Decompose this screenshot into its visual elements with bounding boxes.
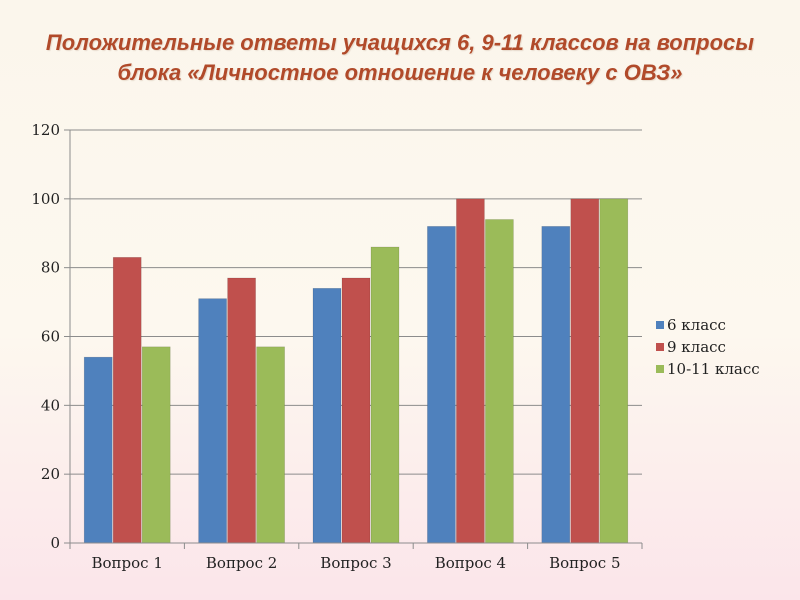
- x-tick-label: Вопрос 5: [549, 554, 620, 572]
- bar-2-2: [227, 277, 256, 544]
- slide-title-line-2: блока «Личностное отношение к человеку с…: [117, 60, 683, 85]
- y-tick-label: 60: [41, 328, 60, 346]
- bar-2-3: [341, 277, 371, 544]
- bar-2-4: [456, 198, 485, 544]
- y-tick-label: 40: [41, 396, 60, 414]
- bar-3-1: [141, 346, 171, 544]
- legend-swatch: [656, 321, 664, 329]
- bar-1-3: [312, 288, 342, 544]
- x-tick-label: Вопрос 1: [91, 554, 162, 572]
- bar-3-5: [599, 198, 629, 544]
- bar-2-5: [570, 198, 600, 544]
- bar-1-1: [83, 356, 113, 544]
- y-tick-label: 120: [31, 121, 60, 139]
- y-tick-label: 20: [41, 465, 60, 483]
- y-axis-ticks: 0 20 40 60 80 100 120: [31, 121, 70, 552]
- bar-1-5: [541, 226, 571, 544]
- legend-label: 9 класс: [667, 338, 726, 356]
- bar-2-1: [112, 257, 142, 544]
- y-tick-label: 0: [50, 534, 60, 552]
- bar-1-4: [427, 226, 456, 544]
- x-axis-ticks: Вопрос 1 Вопрос 2 Вопрос 3 Вопрос 4 Вопрос 5: [69, 543, 643, 572]
- legend-swatch: [656, 343, 664, 351]
- y-tick-label: 100: [31, 190, 60, 208]
- x-tick-label: Вопрос 2: [206, 554, 277, 572]
- bar-3-3: [370, 246, 400, 544]
- bar-3-4: [485, 219, 514, 544]
- bar-1-2: [198, 298, 227, 544]
- slide-title-line-1: Положительные ответы учащихся 6, 9-11 кл…: [45, 30, 755, 55]
- legend: 6 класс 9 класс 10-11 класс: [656, 316, 760, 378]
- legend-label: 6 класс: [667, 316, 726, 334]
- bars: [83, 198, 629, 544]
- legend-swatch: [656, 365, 664, 373]
- slide-title: Положительные ответы учащихся 6, 9-11 кл…: [10, 28, 790, 88]
- x-tick-label: Вопрос 4: [435, 554, 506, 572]
- legend-label: 10-11 класс: [667, 360, 760, 378]
- y-tick-label: 80: [41, 259, 60, 277]
- bar-3-2: [256, 346, 285, 544]
- x-tick-label: Вопрос 3: [320, 554, 391, 572]
